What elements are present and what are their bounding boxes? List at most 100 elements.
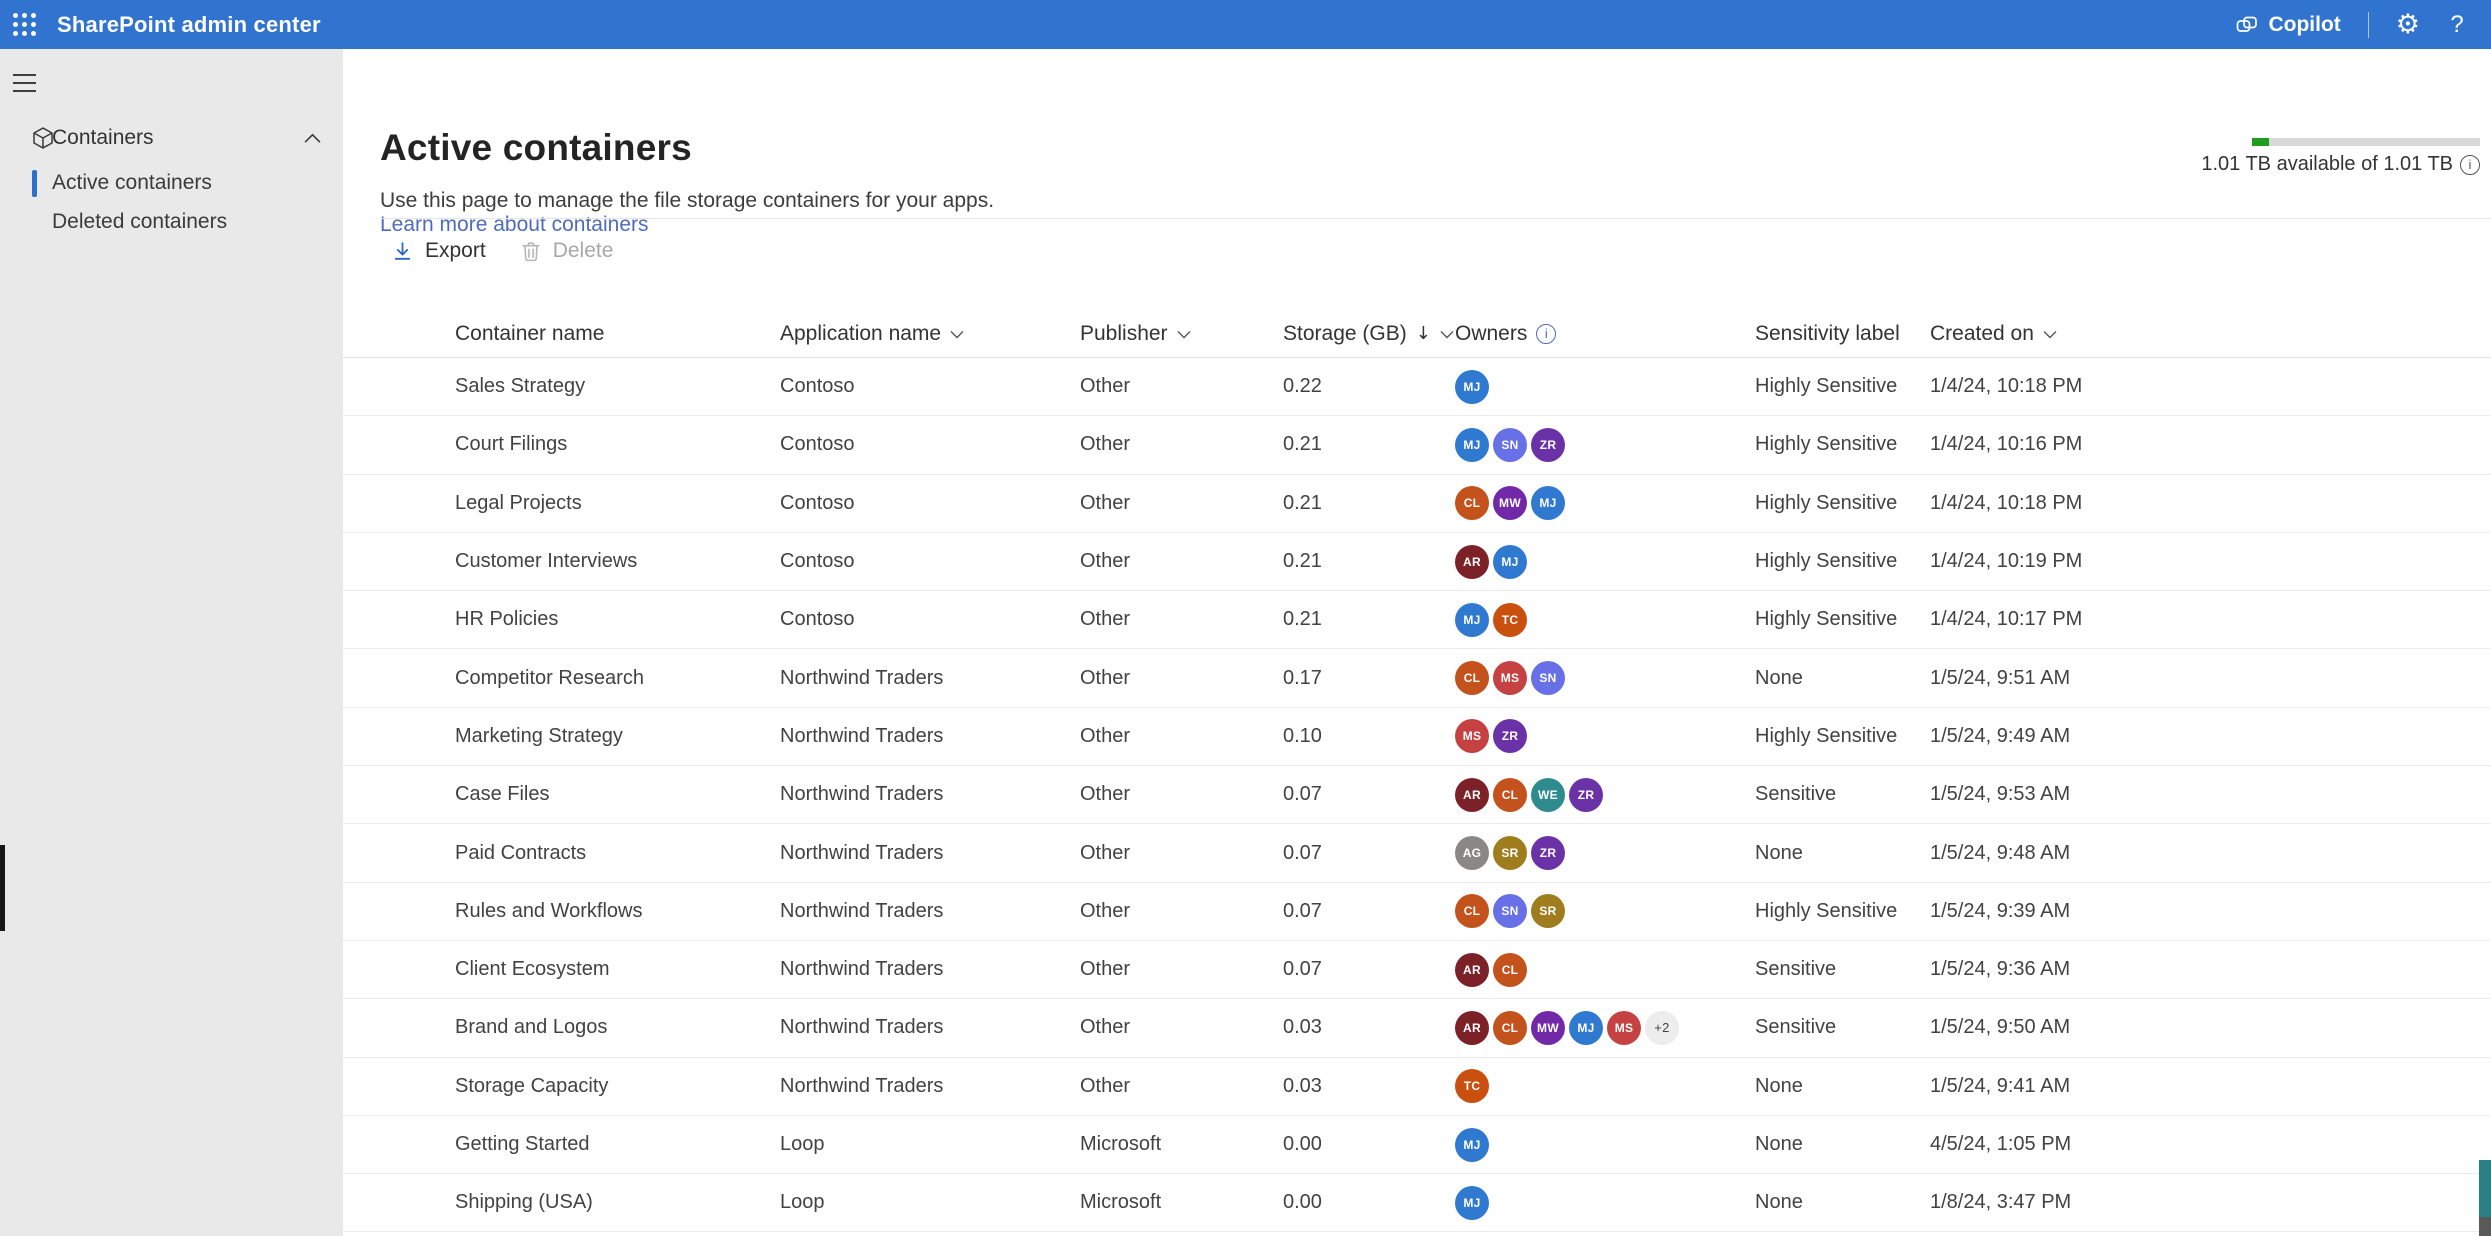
publisher-cell: Other [1080,783,1131,806]
table-row[interactable]: Legal Projects Contoso Other 0.21 CL MW MJ High… [343,475,2491,533]
table-row[interactable]: Case Files Northwind Traders Other 0.07 AR CL… [343,766,2491,825]
table-row[interactable]: Sales Strategy Contoso Other 0.22 MJ Highly S… [343,358,2491,417]
owner-avatar[interactable]: MS [1493,661,1527,696]
owner-avatar[interactable]: MJ [1455,427,1489,462]
publisher-cell: Other [1080,841,1131,864]
vertical-scrollbar-thumb[interactable] [2479,1160,2491,1217]
owner-avatar[interactable]: SN [1493,894,1527,929]
owner-avatar[interactable]: CL [1493,777,1527,812]
sensitivity-label-cell: None [1755,666,1803,689]
owner-avatar[interactable]: CL [1455,661,1489,696]
app-launcher-button[interactable] [0,0,49,49]
column-header-owners[interactable]: Owners i [1455,322,1755,346]
owner-avatar[interactable]: MJ [1455,1127,1489,1162]
appbar-divider [2367,11,2369,38]
owners-info-icon[interactable]: i [1536,323,1557,344]
cube-icon [33,127,53,149]
owner-avatar[interactable]: MJ [1455,369,1489,404]
owner-avatar[interactable]: AR [1455,952,1489,987]
sensitivity-label-cell: Highly Sensitive [1755,608,1898,631]
owner-avatar[interactable]: MJ [1455,1185,1489,1220]
copilot-button[interactable]: Copilot [2235,13,2341,37]
owners-cell: AR CL WE ZR [1455,777,1755,812]
table-row[interactable]: Court Filings Contoso Other 0.21 MJ SN ZR Highl… [343,416,2491,475]
publisher-cell: Other [1080,1074,1131,1097]
sidebar-item-active-containers[interactable]: Active containers [0,165,343,201]
chevron-down-icon [1440,331,1454,339]
owner-avatar[interactable]: AR [1455,777,1489,812]
owner-avatar[interactable]: MS [1607,1010,1641,1045]
table-row[interactable]: Competitor Research Northwind Traders Othe… [343,649,2491,708]
owner-avatar[interactable]: MJ [1531,486,1565,521]
owner-avatar[interactable]: ZR [1531,427,1565,462]
owner-avatar[interactable]: WE [1531,777,1565,812]
storage-usage-bar [2252,138,2480,146]
owner-avatar[interactable]: MJ [1493,544,1527,579]
storage-cell: 0.03 [1283,1016,1322,1039]
owner-avatar[interactable]: CL [1455,894,1489,929]
publisher-cell: Other [1080,666,1131,689]
column-header-application-name[interactable]: Application name [780,322,1080,346]
column-header-storage-gb-[interactable]: Storage (GB) ↓ [1283,322,1455,346]
owner-avatar[interactable]: AR [1455,1010,1489,1045]
table-row[interactable]: Client Ecosystem Northwind Traders Other 0.… [343,941,2491,1000]
storage-cell: 0.21 [1283,608,1322,631]
container-name-cell: Brand and Logos [455,1016,608,1039]
owner-avatar[interactable]: MJ [1455,602,1489,637]
column-label: Owners [1455,321,1528,345]
created-on-cell: 4/5/24, 1:05 PM [1930,1133,2072,1155]
table-row[interactable]: Shipping (USA) Loop Microsoft 0.00 MJ None 1/8… [343,1174,2491,1233]
owner-avatar[interactable]: MS [1455,719,1489,754]
table-body: Sales Strategy Contoso Other 0.22 MJ Highly S… [343,358,2491,1233]
storage-cell: 0.21 [1283,433,1322,456]
table-row[interactable]: Getting Started Loop Microsoft 0.00 MJ None 4/… [343,1116,2491,1175]
table-row[interactable]: Storage Capacity Northwind Traders Other 0.… [343,1058,2491,1116]
owner-avatar[interactable]: SR [1493,836,1527,871]
owner-avatar[interactable]: MW [1531,1010,1565,1045]
application-name-cell: Northwind Traders [780,1074,944,1097]
storage-info-icon[interactable]: i [2460,154,2480,175]
owner-avatar[interactable]: SN [1493,427,1527,462]
owner-avatar[interactable]: MW [1493,486,1527,521]
table-row[interactable]: HR Policies Contoso Other 0.21 MJ TC Highly Se… [343,591,2491,650]
sensitivity-label-cell: Highly Sensitive [1755,491,1898,514]
download-icon [394,241,411,260]
container-name-cell: Sales Strategy [455,375,586,398]
owner-avatar[interactable]: CL [1493,1010,1527,1045]
publisher-cell: Other [1080,491,1131,514]
owner-avatar[interactable]: AR [1455,544,1489,579]
table-row[interactable]: Customer Interviews Contoso Other 0.21 AR MJ H… [343,533,2491,592]
table-row[interactable]: Marketing Strategy Northwind Traders Other… [343,708,2491,767]
sidebar-item-deleted-containers[interactable]: Deleted containers [0,204,343,240]
settings-gear-icon[interactable]: ⚙ [2395,9,2420,40]
owner-avatar[interactable]: AG [1455,836,1489,871]
help-icon[interactable]: ? [2450,10,2464,38]
created-on-cell: 1/5/24, 9:36 AM [1930,958,2071,981]
sensitivity-label-cell: Highly Sensitive [1755,433,1898,456]
publisher-cell: Other [1080,958,1131,981]
container-name-cell: Getting Started [455,1133,590,1155]
owner-avatar[interactable]: SR [1531,894,1565,929]
table-row[interactable]: Paid Contracts Northwind Traders Other 0.07… [343,824,2491,883]
owner-avatar[interactable]: SN [1531,661,1565,696]
owner-avatar[interactable]: MJ [1569,1010,1603,1045]
toolbar: Export Delete [391,229,613,273]
storage-cell: 0.00 [1283,1191,1322,1214]
owners-cell: MJ SN ZR [1455,427,1755,462]
owner-avatar[interactable]: CL [1455,486,1489,521]
owner-avatar[interactable]: TC [1493,602,1527,637]
delete-button[interactable]: Delete [520,239,613,263]
owner-avatar[interactable]: ZR [1569,777,1603,812]
owner-avatar[interactable]: TC [1455,1069,1489,1104]
avatar-overflow[interactable]: +2 [1645,1010,1679,1045]
hamburger-menu-icon[interactable] [13,71,43,95]
column-header-publisher[interactable]: Publisher [1080,322,1283,346]
export-button[interactable]: Export [391,239,486,263]
table-row[interactable]: Rules and Workflows Northwind Traders Othe… [343,883,2491,941]
owner-avatar[interactable]: CL [1493,952,1527,987]
table-row[interactable]: Brand and Logos Northwind Traders Other 0.0… [343,999,2491,1058]
owner-avatar[interactable]: ZR [1493,719,1527,754]
column-header-created-on[interactable]: Created on [1930,322,2491,346]
owner-avatar[interactable]: ZR [1531,836,1565,871]
sidebar-section-containers[interactable]: Containers [0,120,343,156]
